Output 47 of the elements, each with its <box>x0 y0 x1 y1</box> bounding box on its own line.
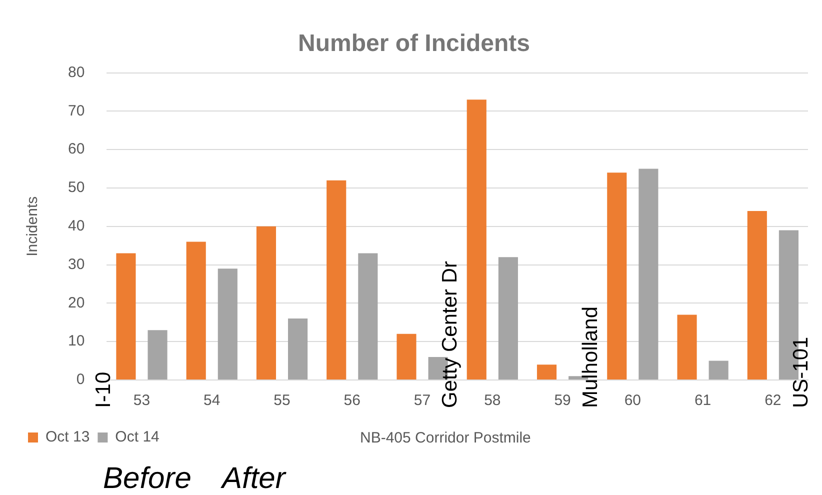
y-tick-label: 0 <box>76 371 85 388</box>
annotation: US-101 <box>789 336 812 408</box>
bar <box>358 253 378 380</box>
y-tick-label: 50 <box>68 179 85 196</box>
bar <box>186 242 206 380</box>
y-tick-label: 70 <box>68 102 85 120</box>
x-tick-label: 56 <box>344 392 360 410</box>
text: After <box>220 462 286 495</box>
x-tick-label: 55 <box>274 392 290 410</box>
annotation: I-10 <box>92 372 115 408</box>
bar <box>218 268 238 380</box>
bar <box>116 253 136 380</box>
annotation: Getty Center Dr <box>438 260 462 408</box>
bar <box>256 226 276 380</box>
chart-title: Number of Incidents <box>298 30 530 58</box>
x-tick-label: 53 <box>133 392 150 410</box>
bar <box>677 314 697 380</box>
y-tick-label: 20 <box>68 294 85 312</box>
x-tick-label: 57 <box>414 392 431 410</box>
y-tick-label: 30 <box>68 256 85 273</box>
x-tick-label: 61 <box>694 392 712 410</box>
bar <box>747 211 767 380</box>
x-tick-label: 62 <box>764 392 782 410</box>
legend-label: Oct 14 <box>115 428 160 446</box>
x-axis-title: NB-405 Corridor Postmile <box>360 430 531 447</box>
y-axis-title: Incidents <box>24 196 42 256</box>
bar <box>708 360 728 380</box>
bar <box>536 364 557 380</box>
y-tick-label: 60 <box>68 140 85 158</box>
x-tick-label: 59 <box>554 392 571 410</box>
bar <box>638 168 658 380</box>
x-tick-label: 54 <box>204 392 220 410</box>
legend-label: Oct 13 <box>46 428 90 446</box>
y-tick-label: 80 <box>68 64 85 81</box>
y-tick-label: 10 <box>68 332 85 350</box>
bar <box>396 334 416 380</box>
bar <box>498 257 518 380</box>
bar <box>326 180 346 380</box>
bar <box>288 318 308 380</box>
y-tick-label: 40 <box>68 218 85 235</box>
x-tick-label: 60 <box>624 392 642 410</box>
annotation: Mulholland <box>578 306 602 408</box>
bar <box>607 172 627 380</box>
x-tick-label: 58 <box>484 392 501 410</box>
text: Before <box>103 462 192 495</box>
bar <box>466 100 486 380</box>
bar <box>148 330 168 380</box>
